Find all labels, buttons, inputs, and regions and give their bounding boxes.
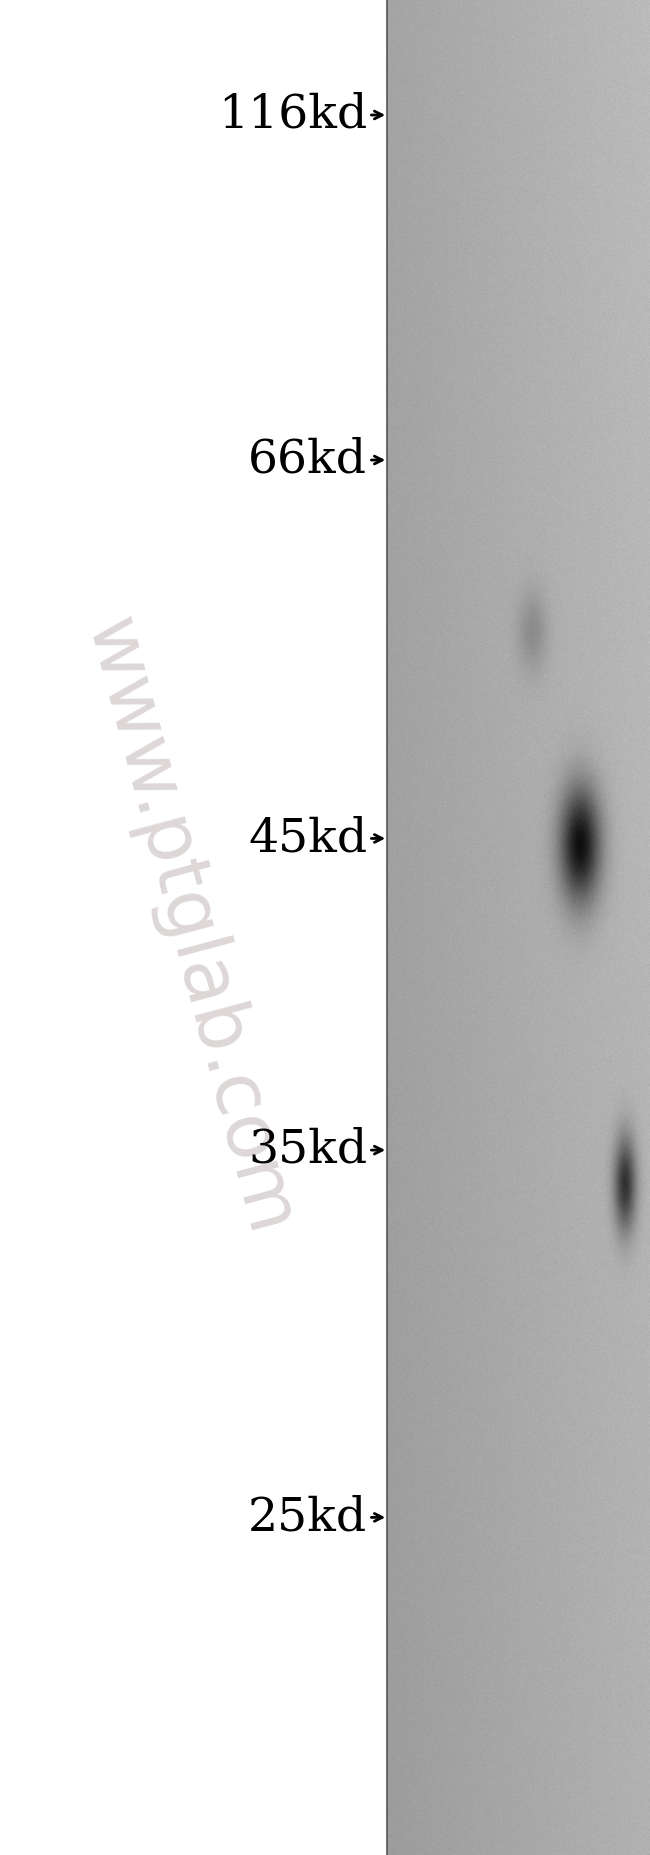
Text: 35kd: 35kd — [248, 1128, 367, 1172]
Text: www.ptglab.com: www.ptglab.com — [70, 610, 307, 1245]
Text: 25kd: 25kd — [248, 1495, 367, 1540]
Text: 66kd: 66kd — [248, 438, 367, 482]
Text: 116kd: 116kd — [218, 93, 367, 137]
Text: 45kd: 45kd — [248, 816, 367, 861]
